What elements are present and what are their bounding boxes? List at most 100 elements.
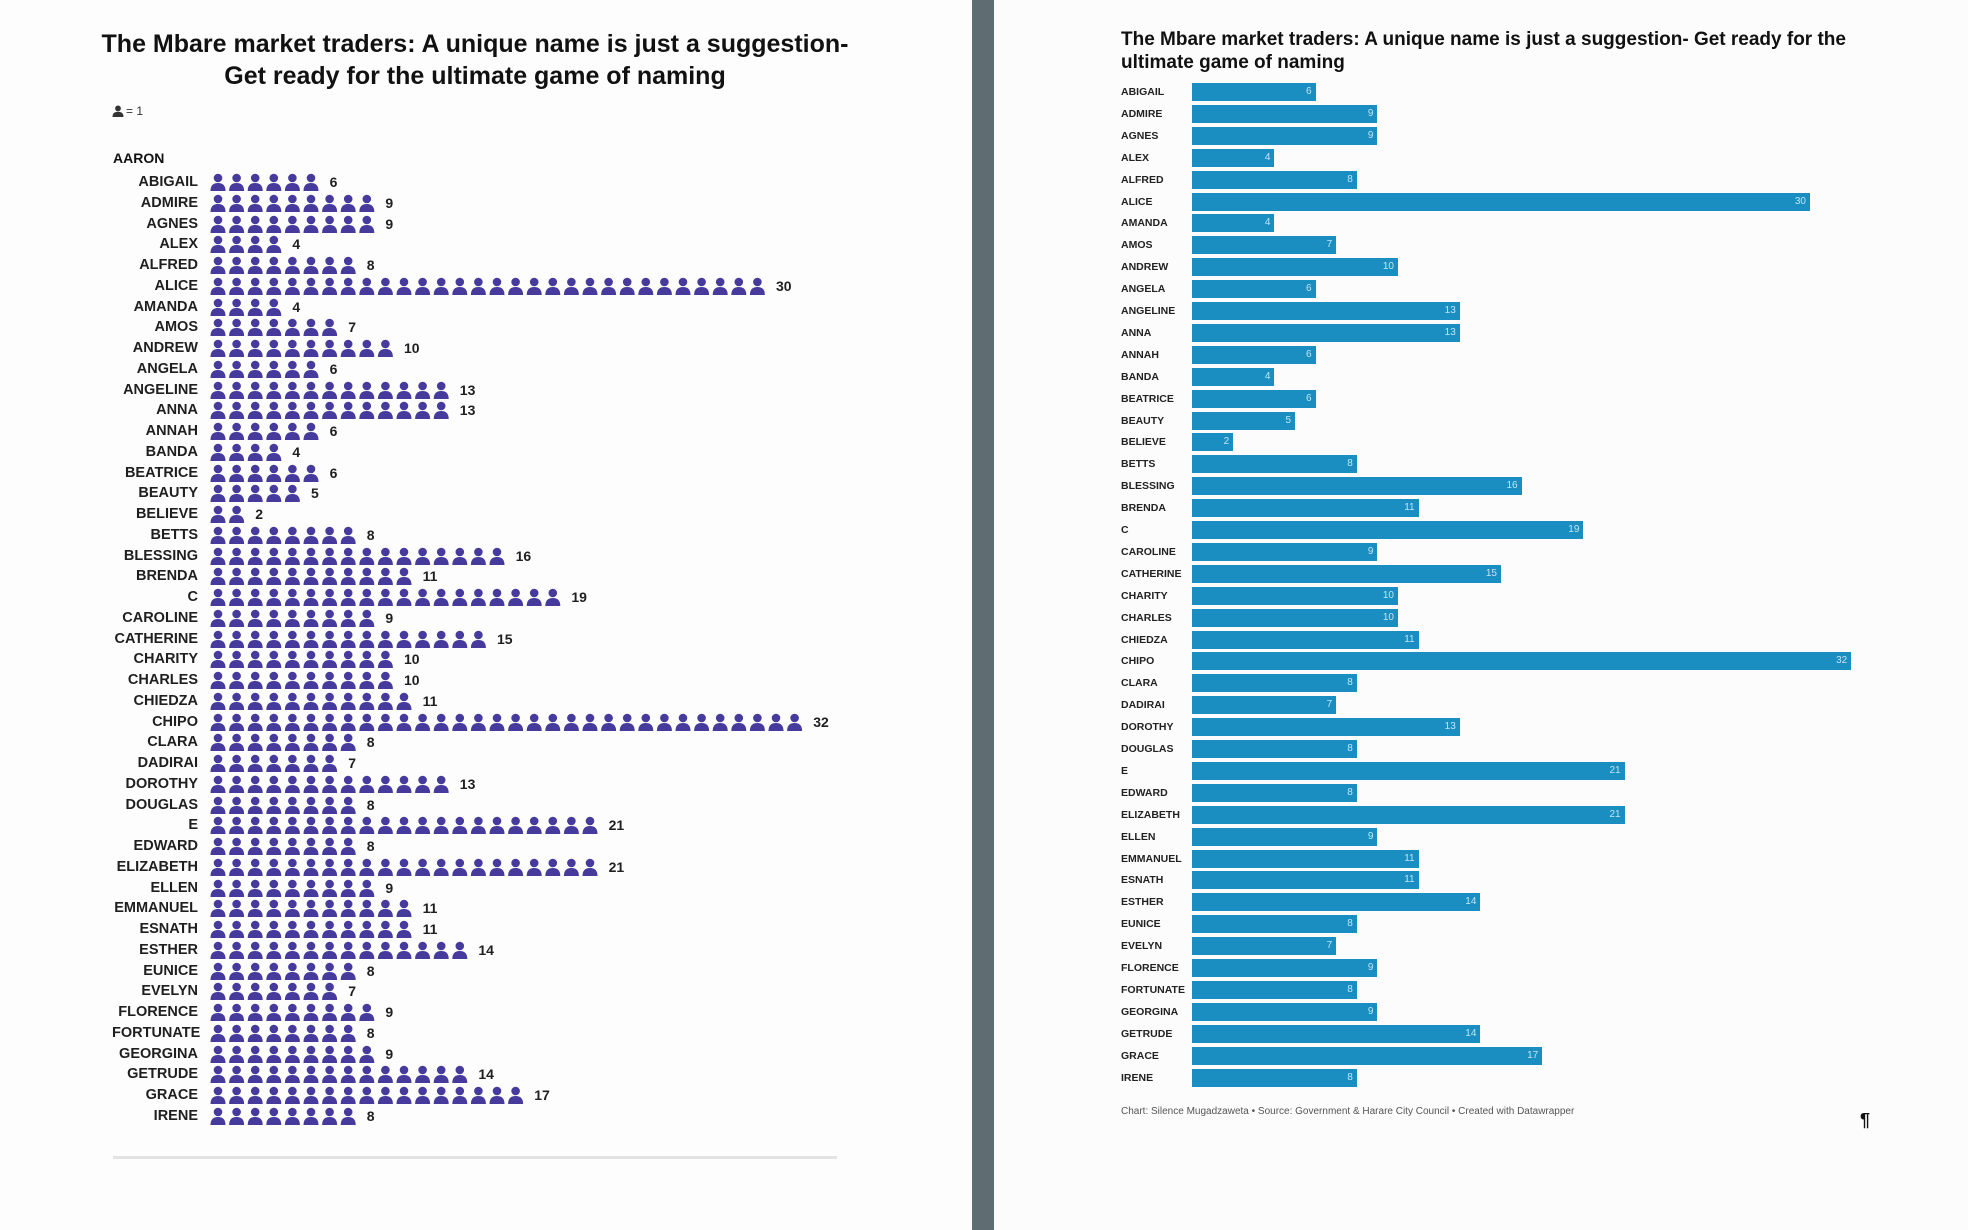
bar-category-label: BEATRICE	[1121, 392, 1174, 405]
person-icon	[266, 194, 282, 212]
person-icon	[247, 609, 263, 627]
person-icon	[266, 1003, 282, 1021]
person-icon	[210, 339, 226, 357]
person-icon	[210, 754, 226, 772]
pictogram-icon-row	[210, 484, 300, 503]
person-icon	[322, 609, 338, 627]
pictogram-category-label: EUNICE	[143, 962, 198, 979]
person-icon	[452, 1065, 468, 1084]
person-icon	[303, 879, 319, 897]
person-icon	[247, 692, 263, 710]
person-icon	[322, 982, 338, 1001]
bar-value-label: 8	[1347, 1071, 1353, 1083]
person-icon	[582, 858, 598, 876]
pictogram-value-label: 10	[404, 672, 420, 688]
person-icon	[303, 630, 319, 648]
pictogram-category-label: GETRUDE	[127, 1066, 198, 1083]
person-icon	[377, 692, 393, 710]
person-icon	[396, 692, 412, 710]
person-icon	[340, 941, 356, 959]
person-icon	[210, 899, 226, 918]
person-icon	[452, 816, 468, 835]
person-icon	[284, 194, 300, 212]
person-icon	[229, 277, 245, 295]
person-icon	[210, 1065, 226, 1084]
pictogram-category-label: CHIPO	[152, 713, 198, 730]
bar	[1192, 1024, 1481, 1043]
person-icon	[526, 816, 542, 835]
person-icon	[284, 381, 300, 399]
person-icon	[303, 609, 319, 627]
person-icon	[247, 962, 263, 980]
person-icon	[415, 588, 431, 606]
bar-category-label: ELIZABETH	[1121, 808, 1180, 821]
bar-category-label: EMMANUEL	[1121, 852, 1182, 865]
pictogram-value-label: 9	[385, 609, 394, 626]
person-icon	[247, 318, 263, 337]
person-icon	[229, 567, 245, 586]
bar	[1192, 1046, 1543, 1065]
person-icon	[377, 567, 393, 586]
person-icon	[229, 443, 245, 461]
person-icon	[210, 484, 226, 503]
bar-value-label: 13	[1444, 326, 1456, 338]
person-icon	[359, 215, 375, 233]
person-icon	[359, 567, 375, 586]
person-icon	[266, 1086, 282, 1104]
person-icon	[229, 194, 245, 212]
person-icon	[266, 692, 282, 710]
person-icon	[210, 547, 226, 565]
pictogram-value-label: 4	[292, 298, 301, 315]
person-icon	[210, 713, 226, 731]
person-icon	[396, 401, 412, 420]
person-icon	[340, 1045, 356, 1063]
person-icon	[377, 671, 393, 689]
bar	[1192, 937, 1337, 956]
bar-category-label: DOUGLAS	[1121, 743, 1174, 755]
pictogram-category-label: ANNAH	[145, 423, 198, 439]
bar-category-label: ELLEN	[1121, 830, 1156, 843]
person-icon	[359, 277, 375, 295]
pilcrow-mark: ¶	[1860, 1110, 1871, 1130]
person-icon	[359, 401, 375, 420]
person-icon	[396, 1086, 412, 1104]
person-icon	[470, 713, 486, 731]
person-icon	[284, 609, 300, 627]
bar-category-label: ANDREW	[1121, 261, 1169, 274]
bar	[1192, 170, 1357, 189]
person-icon	[229, 1086, 245, 1104]
bar-value-label: 19	[1568, 524, 1580, 535]
person-icon	[229, 339, 245, 357]
person-icon	[322, 277, 338, 295]
pictogram-icon-row	[210, 298, 282, 316]
pictogram-category-label: ADMIRE	[140, 194, 198, 211]
person-icon	[489, 277, 505, 295]
person-icon	[377, 1086, 393, 1104]
person-icon	[266, 318, 282, 337]
pictogram-value-label: 6	[329, 174, 338, 190]
pictogram-icon-row	[210, 1045, 375, 1063]
person-icon	[526, 277, 542, 295]
bar-category-label: CHIEDZA	[1121, 633, 1168, 646]
person-icon	[247, 941, 263, 959]
person-icon	[340, 547, 356, 565]
person-icon	[266, 443, 282, 461]
person-icon	[545, 277, 561, 295]
person-icon	[322, 879, 338, 897]
bar-category-label: ABIGAIL	[1121, 86, 1165, 98]
person-icon	[731, 713, 747, 731]
person-icon	[247, 1003, 263, 1021]
person-icon	[266, 609, 282, 627]
person-icon	[340, 920, 356, 938]
person-icon	[210, 1045, 226, 1063]
person-icon	[359, 713, 375, 731]
person-icon	[229, 733, 245, 752]
person-icon	[377, 1065, 393, 1084]
person-icon	[210, 256, 226, 274]
pictogram-icon-row	[210, 941, 468, 959]
person-icon	[112, 105, 124, 117]
person-icon	[210, 360, 226, 378]
person-icon	[433, 277, 449, 295]
pictogram-icon-row	[210, 837, 356, 855]
bar-value-label: 6	[1306, 348, 1312, 360]
